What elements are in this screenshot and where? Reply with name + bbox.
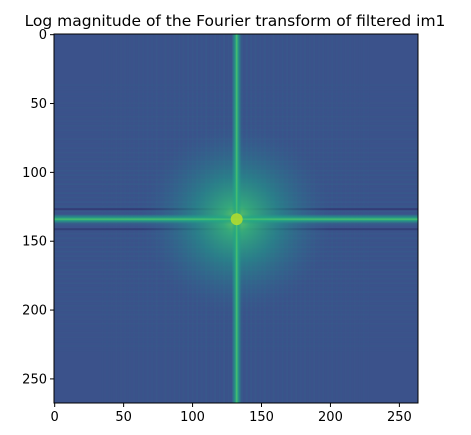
spectrum-image [54,34,418,403]
x-tick-label: 150 [249,410,274,425]
y-tick-label: 250 [22,372,47,387]
y-axis: 0 50 100 150 200 250 [22,28,54,387]
x-tick-label: 200 [318,410,343,425]
x-tick-label: 100 [180,410,205,425]
x-tick-label: 0 [51,410,59,425]
y-tick-label: 50 [30,97,47,112]
y-tick-label: 100 [22,166,47,181]
y-tick-label: 150 [22,235,47,250]
chart-title: Log magnitude of the Fourier transform o… [25,12,446,30]
x-axis: 0 50 100 150 200 250 [51,403,412,425]
y-tick-label: 0 [39,28,47,43]
y-tick-label: 200 [22,304,47,319]
x-tick-label: 250 [387,410,412,425]
plot-frame [53,33,419,404]
dc-component [230,213,243,226]
x-tick-label: 50 [115,410,132,425]
